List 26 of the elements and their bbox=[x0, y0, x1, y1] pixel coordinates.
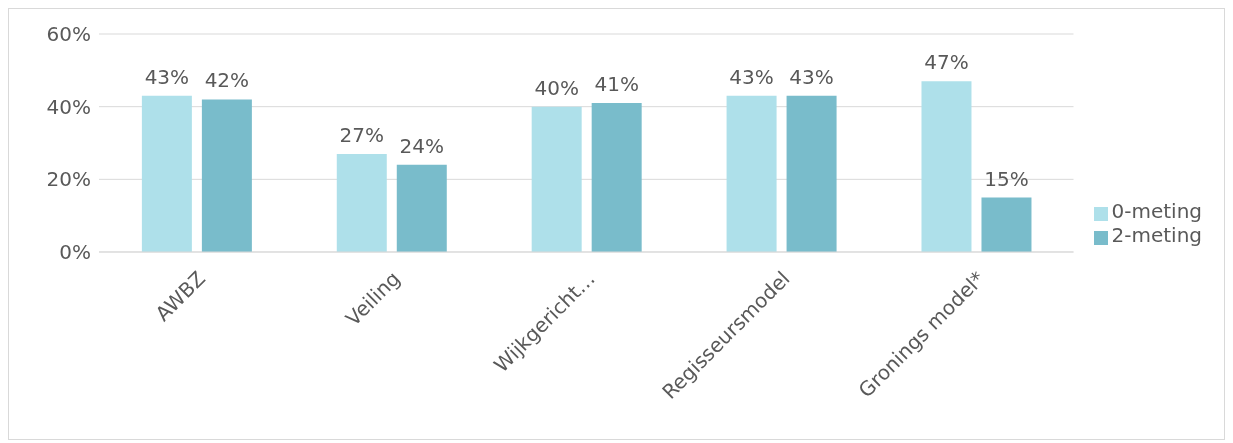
y-tick-label: 0% bbox=[59, 240, 91, 265]
bar bbox=[336, 153, 387, 252]
data-label: 27% bbox=[339, 122, 384, 147]
y-tick-label: 40% bbox=[46, 94, 91, 119]
bar bbox=[726, 95, 777, 252]
legend-label: 0-meting bbox=[1111, 199, 1202, 223]
bar bbox=[921, 81, 972, 252]
bar bbox=[201, 99, 252, 252]
data-label: 43% bbox=[789, 64, 834, 89]
data-label: 47% bbox=[924, 50, 969, 75]
bar bbox=[396, 164, 447, 252]
bar bbox=[531, 106, 582, 252]
data-label: 40% bbox=[534, 75, 579, 100]
data-label: 43% bbox=[729, 64, 774, 89]
legend-label: 2-meting bbox=[1111, 223, 1202, 247]
data-label: 41% bbox=[594, 72, 639, 97]
bar bbox=[981, 197, 1032, 252]
bar bbox=[591, 103, 642, 252]
bar bbox=[786, 95, 837, 252]
y-tick-label: 60% bbox=[46, 22, 91, 47]
data-label: 24% bbox=[399, 133, 444, 158]
data-label: 42% bbox=[204, 68, 250, 93]
data-label: 15% bbox=[984, 166, 1029, 191]
y-tick-label: 20% bbox=[46, 167, 91, 192]
data-label: 43% bbox=[144, 64, 190, 89]
bar bbox=[141, 95, 192, 252]
